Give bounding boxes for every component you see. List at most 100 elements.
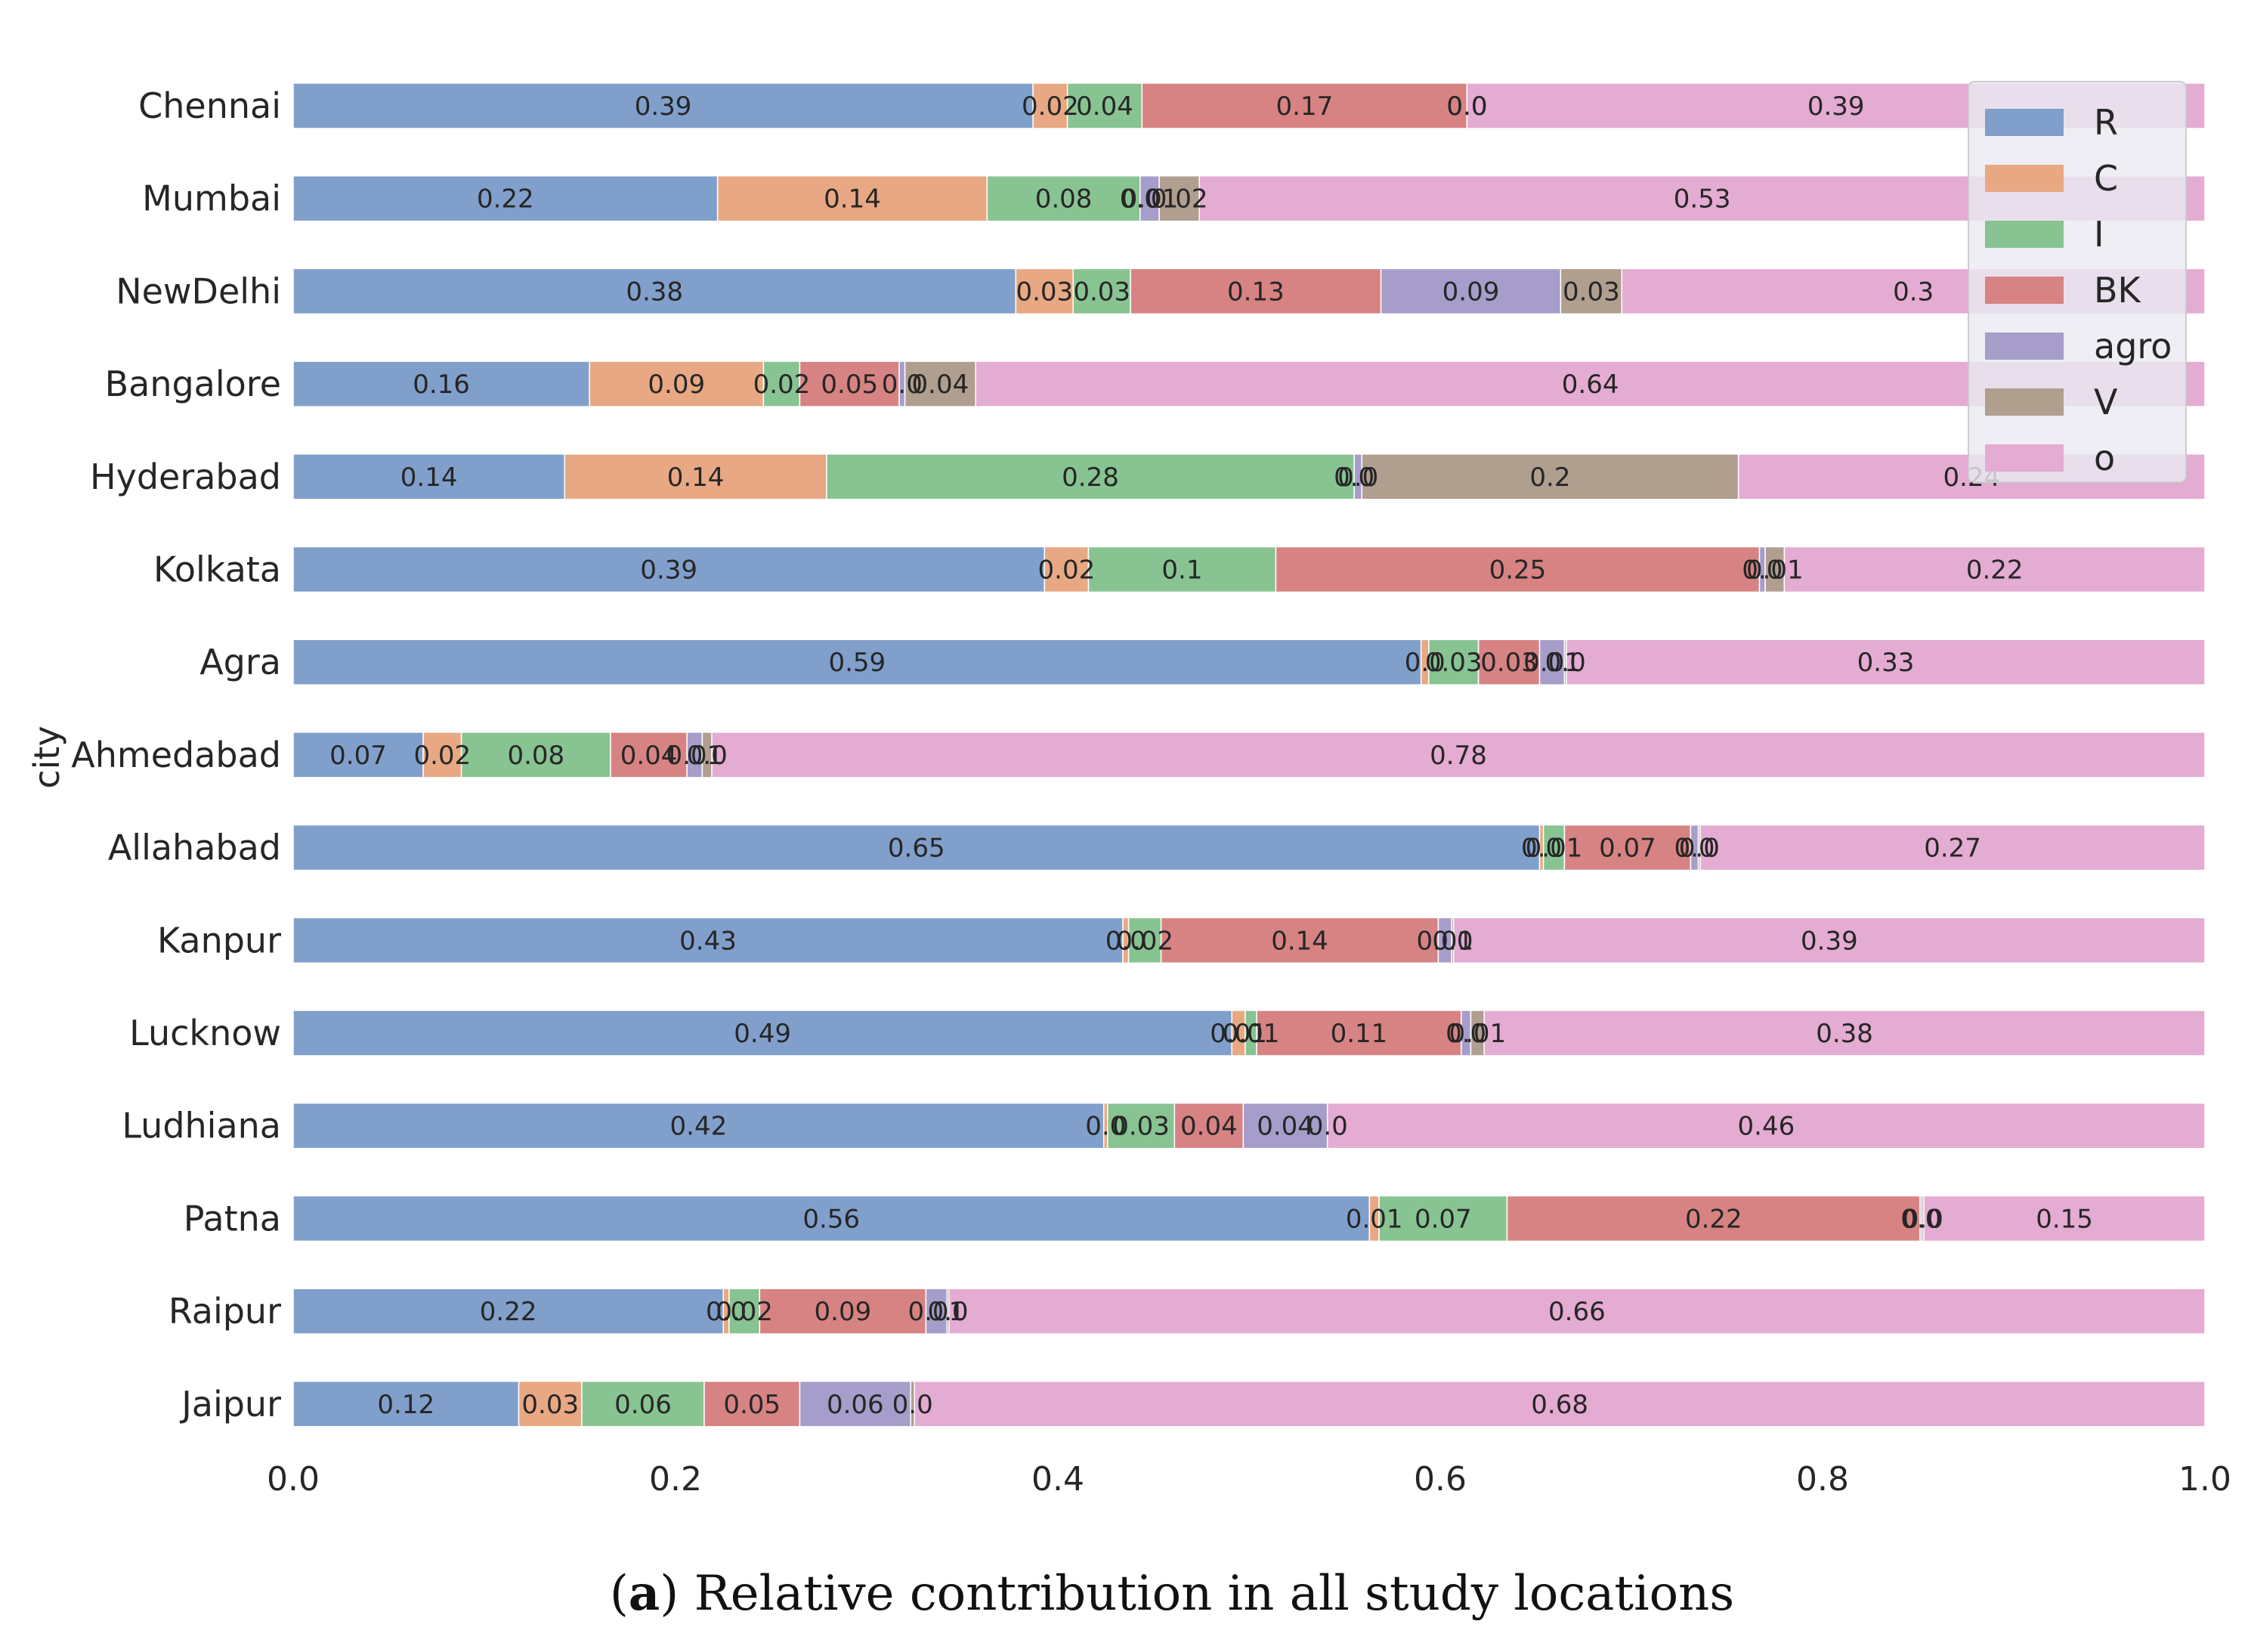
bar-label-raipur-bk: 0.09 (815, 1297, 872, 1327)
x-tick-label: 0.0 (267, 1460, 320, 1499)
bar-label-patna-o: 0.15 (2036, 1204, 2093, 1234)
bar-ahmedabad-r (292, 732, 424, 778)
x-tick-label: 0.6 (1414, 1460, 1467, 1499)
bar-label-patna-c: 0.01 (1346, 1204, 1403, 1234)
chart-caption: (a) Relative contribution in all study l… (610, 1565, 1734, 1622)
bar-patna-r (292, 1195, 1371, 1242)
bar-label-jaipur-v: 0.0 (892, 1390, 933, 1420)
x-tick-label: 0.2 (649, 1460, 702, 1499)
bar-label-ludhiana-o: 0.46 (1738, 1112, 1795, 1142)
bar-label-chennai-i: 0.04 (1076, 91, 1133, 122)
bar-label-jaipur-i: 0.06 (614, 1390, 672, 1420)
bar-newdelhi-r (292, 268, 1017, 315)
bar-label-mumbai-v: 0.02 (1151, 184, 1208, 215)
bar-newdelhi-agro (1380, 268, 1562, 315)
bar-label-hyderabad-agro: 0.0 (1337, 462, 1378, 493)
bar-mumbai-v (1158, 175, 1200, 222)
bar-label-chennai-agro: 0.0 (1446, 91, 1487, 122)
bar-label-kolkata-i: 0.1 (1161, 555, 1202, 586)
legend-swatch-r (1985, 109, 2064, 136)
bar-jaipur-r (292, 1381, 520, 1428)
bar-label-hyderabad-i: 0.28 (1062, 462, 1119, 493)
bar-raipur-i (728, 1288, 761, 1335)
bar-label-ludhiana-v: 0.0 (1307, 1112, 1348, 1142)
bar-chennai-r (292, 82, 1034, 129)
bar-label-bangalore-r: 0.16 (413, 370, 470, 400)
bar-label-kolkata-agro: 0.0 (1742, 555, 1783, 586)
bar-newdelhi-c (1015, 268, 1074, 315)
bar-label-kanpur-v: 0.0 (1432, 926, 1473, 956)
bar-label-patna-i: 0.07 (1415, 1204, 1472, 1234)
bar-label-kanpur-o: 0.39 (1801, 926, 1858, 956)
bar-label-ahmedabad-c: 0.02 (413, 741, 471, 771)
city-label-newdelhi: NewDelhi (116, 271, 281, 311)
bar-label-patna-agro: 0.0 (1900, 1204, 1941, 1234)
x-tick-label: 1.0 (2178, 1460, 2231, 1499)
bar-label-mumbai-agro: 0.01 (1121, 184, 1179, 215)
bar-label-lucknow-bk: 0.11 (1331, 1019, 1388, 1049)
bar-label-newdelhi-r: 0.38 (626, 277, 683, 307)
bar-lucknow-bk (1256, 1010, 1462, 1056)
bar-label-kanpur-c: 0.0 (1105, 926, 1146, 956)
legend-swatch-v (1985, 388, 2064, 416)
bars-group (292, 82, 2206, 1428)
bar-label-newdelhi-i: 0.03 (1073, 277, 1130, 307)
bar-label-lucknow-agro: 0.0 (1446, 1019, 1486, 1049)
bar-label-agra-c: 0.0 (1405, 648, 1446, 678)
bar-ludhiana-r (292, 1102, 1105, 1149)
city-label-ludhiana: Ludhiana (122, 1106, 281, 1146)
bar-label-kolkata-o: 0.22 (1966, 555, 2024, 586)
legend-swatch-i (1985, 221, 2064, 248)
bar-label-kanpur-i: 0.02 (1116, 926, 1173, 956)
bar-raipur-agro (925, 1288, 948, 1335)
city-label-mumbai: Mumbai (142, 178, 281, 219)
bar-label-allahabad-agro: 0.0 (1674, 834, 1715, 864)
bar-label-agra-agro: 0.01 (1523, 648, 1581, 678)
legend: RCI BK agro Vo (1968, 81, 2187, 483)
bar-label-kolkata-bk: 0.25 (1489, 555, 1547, 586)
bar-label-lucknow-c: 0.01 (1210, 1019, 1267, 1049)
bar-label-hyderabad-v: 0.2 (1529, 462, 1570, 493)
bar-label-agra-v: 0.0 (1545, 648, 1586, 678)
legend-swatch-o (1985, 444, 2064, 472)
bar-label-kanpur-bk: 0.14 (1271, 926, 1328, 956)
bar-label-raipur-r: 0.22 (480, 1297, 537, 1327)
bar-lucknow-o (1483, 1010, 2206, 1056)
bar-mumbai-agro (1139, 175, 1160, 222)
bar-label-allahabad-i: 0.01 (1526, 834, 1583, 864)
city-label-ahmedabad: Ahmedabad (71, 735, 281, 775)
bar-kanpur-i (1127, 917, 1162, 964)
city-label-raipur: Raipur (169, 1291, 281, 1332)
bar-raipur-r (292, 1288, 724, 1335)
bar-ludhiana-agro (1242, 1102, 1328, 1149)
bar-kolkata-bk (1275, 546, 1761, 593)
bar-label-agra-r: 0.59 (828, 648, 886, 678)
bar-label-mumbai-o: 0.53 (1674, 184, 1731, 215)
bar-label-newdelhi-o: 0.3 (1893, 277, 1934, 307)
bar-patna-o (1923, 1195, 2206, 1242)
bar-label-bangalore-agro: 0.0 (882, 370, 923, 400)
bar-jaipur-i (581, 1381, 705, 1428)
bar-allahabad-o (1699, 824, 2206, 871)
bar-label-chennai-o: 0.39 (1807, 91, 1865, 122)
bar-jaipur-c (518, 1381, 583, 1428)
bar-label-lucknow-v: 0.01 (1449, 1019, 1506, 1049)
x-tick-label: 0.4 (1031, 1460, 1084, 1499)
bar-label-hyderabad-r: 0.14 (400, 462, 458, 493)
bar-label-bangalore-i: 0.02 (753, 370, 811, 400)
bar-label-ahmedabad-i: 0.08 (507, 741, 564, 771)
legend-label-agro: agro (2094, 326, 2172, 367)
city-label-hyderabad: Hyderabad (90, 456, 281, 497)
city-label-chennai: Chennai (138, 85, 281, 126)
bar-label-mumbai-c: 0.14 (824, 184, 881, 215)
bar-patna-i (1378, 1195, 1508, 1242)
bar-label-newdelhi-v: 0.03 (1563, 277, 1620, 307)
bar-label-agra-i: 0.03 (1425, 648, 1483, 678)
bar-label-raipur-agro: 0.01 (908, 1297, 965, 1327)
legend-label-r: R (2094, 102, 2118, 143)
bar-agra-i (1428, 639, 1480, 685)
bar-label-ahmedabad-agro: 0.01 (666, 741, 723, 771)
bar-bangalore-r (292, 360, 590, 407)
y-axis-title: city (26, 725, 67, 788)
